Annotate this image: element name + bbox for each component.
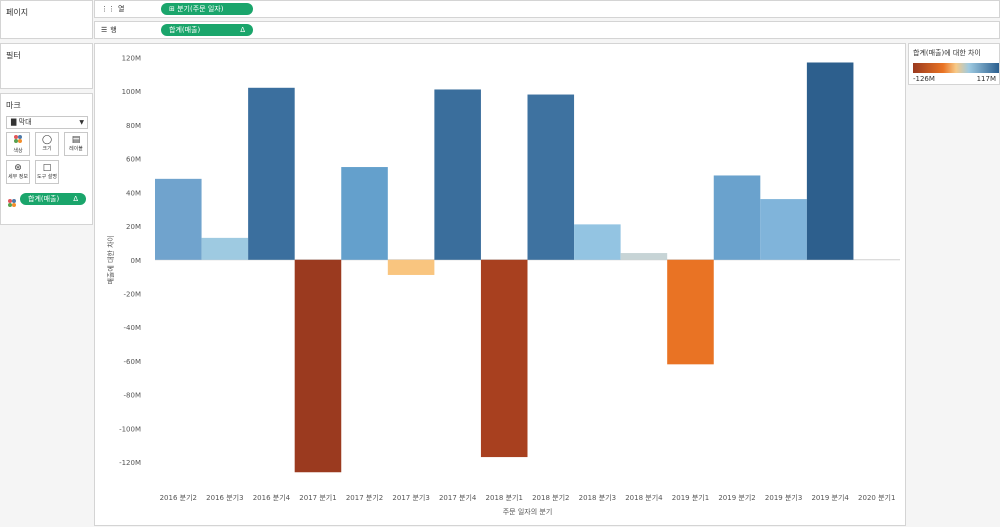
bar bbox=[713, 175, 761, 260]
bar bbox=[294, 259, 342, 473]
y-tick-label: -80M bbox=[124, 392, 141, 400]
bar bbox=[155, 178, 202, 260]
color-legend[interactable]: 합계(매출)에 대한 차이 -126M 117M bbox=[908, 43, 1000, 85]
y-tick-label: -120M bbox=[119, 459, 141, 467]
filters-title: 필터 bbox=[6, 51, 21, 60]
expand-icon: ⊞ bbox=[169, 5, 175, 13]
x-tick-label: 2019 분기4 bbox=[811, 493, 849, 502]
x-tick-label: 2019 분기1 bbox=[672, 493, 709, 502]
color-sales-pill[interactable]: 합계(매출) Δ bbox=[20, 193, 86, 205]
bar bbox=[480, 259, 528, 458]
detail-icon: ⊛ bbox=[14, 163, 22, 173]
marks-card: 마크 ▇ 막대 ▼ 색상 ◯ 크기 ▤ 레이블 ⊛ 세부 정보 □ 도구 설명 … bbox=[0, 93, 93, 225]
size-icon: ◯ bbox=[41, 135, 53, 145]
x-tick-label: 2016 분기2 bbox=[160, 493, 197, 502]
chevron-down-icon: ▼ bbox=[79, 119, 84, 126]
label-button[interactable]: ▤ 레이블 bbox=[64, 132, 88, 156]
rows-shelf-label-group: ☰ 행 bbox=[101, 25, 117, 35]
bar-chart: 120M 100M 80M 60M 40M 20M 0M -20M -40M -60M -80M -1… bbox=[106, 54, 900, 516]
tooltip-icon: □ bbox=[42, 163, 52, 173]
columns-icon: ⋮⋮ bbox=[101, 5, 115, 13]
columns-label: 열 bbox=[118, 5, 125, 13]
mark-type-value: 막대 bbox=[18, 118, 32, 126]
x-tick-label: 2017 분기2 bbox=[346, 493, 383, 502]
bar bbox=[201, 237, 249, 260]
x-tick-label: 2017 분기3 bbox=[392, 493, 429, 502]
y-tick-label: -40M bbox=[124, 324, 141, 332]
columns-shelf[interactable]: ⋮⋮ 열 ⊞ 분기(주문 일자) bbox=[94, 0, 1000, 18]
y-tick-label: 100M bbox=[122, 88, 141, 96]
bar-chart-icon: ▇ bbox=[11, 118, 17, 126]
legend-max: 117M bbox=[976, 75, 996, 83]
tooltip-button[interactable]: □ 도구 설명 bbox=[35, 160, 59, 184]
chart-area: 120M 100M 80M 60M 40M 20M 0M -20M -40M -60M -80M -1… bbox=[94, 43, 906, 526]
y-tick-label: 120M bbox=[122, 54, 141, 62]
color-button-label: 색상 bbox=[13, 148, 23, 154]
bar bbox=[574, 224, 621, 260]
bar bbox=[248, 87, 295, 260]
x-tick-label: 2018 분기3 bbox=[579, 493, 616, 502]
color-button[interactable]: 색상 bbox=[6, 132, 30, 156]
legend-min: -126M bbox=[913, 75, 935, 83]
columns-quarter-pill[interactable]: ⊞ 분기(주문 일자) bbox=[161, 3, 253, 15]
detail-button-label: 세부 정보 bbox=[8, 174, 28, 180]
rows-pill-text: 합계(매출) bbox=[169, 26, 201, 34]
legend-gradient bbox=[913, 63, 999, 73]
columns-shelf-label-group: ⋮⋮ 열 bbox=[101, 4, 124, 14]
label-button-label: 레이블 bbox=[69, 146, 83, 152]
x-tick-label: 2016 분기3 bbox=[206, 493, 243, 502]
x-tick-label: 2016 분기4 bbox=[253, 493, 291, 502]
mark-type-dropdown[interactable]: ▇ 막대 ▼ bbox=[6, 116, 88, 129]
legend-title: 합계(매출)에 대한 차이 bbox=[913, 49, 981, 57]
label-icon: ▤ bbox=[71, 135, 81, 145]
x-tick-label: 2018 분기1 bbox=[486, 493, 523, 502]
color-encoding-icon bbox=[7, 193, 17, 212]
x-tick-label: 2018 분기4 bbox=[625, 493, 663, 502]
size-button[interactable]: ◯ 크기 bbox=[35, 132, 59, 156]
color-pill-delta: Δ bbox=[73, 195, 78, 203]
y-tick-label: 40M bbox=[126, 189, 141, 197]
y-tick-label: -100M bbox=[119, 425, 141, 433]
x-axis-title: 주문 일자의 분기 bbox=[503, 507, 553, 516]
x-tick-label: 2020 분기1 bbox=[858, 493, 895, 502]
size-button-label: 크기 bbox=[42, 146, 52, 152]
bar bbox=[527, 94, 575, 260]
color-pill-text: 합계(매출) bbox=[28, 195, 60, 203]
detail-button[interactable]: ⊛ 세부 정보 bbox=[6, 160, 30, 184]
rows-icon: ☰ bbox=[101, 26, 108, 34]
bar bbox=[434, 89, 481, 260]
y-axis-title: 매출에 대한 차이 bbox=[106, 235, 115, 285]
columns-pill-text: 분기(주문 일자) bbox=[177, 5, 224, 13]
x-tick-label: 2019 분기3 bbox=[765, 493, 802, 502]
rows-label: 행 bbox=[110, 26, 117, 34]
x-tick-label: 2019 분기2 bbox=[718, 493, 755, 502]
x-tick-label: 2018 분기2 bbox=[532, 493, 569, 502]
rows-sales-pill[interactable]: 합계(매출) Δ bbox=[161, 24, 253, 36]
bar bbox=[620, 253, 668, 260]
tooltip-button-label: 도구 설명 bbox=[37, 174, 57, 180]
bar bbox=[341, 167, 388, 260]
pages-card[interactable]: 페이지 bbox=[0, 0, 93, 39]
y-tick-label: 20M bbox=[126, 223, 141, 231]
y-tick-label: -20M bbox=[124, 291, 141, 299]
rows-shelf[interactable]: ☰ 행 합계(매출) Δ bbox=[94, 21, 1000, 39]
rows-pill-delta: Δ bbox=[240, 26, 245, 34]
color-dots-icon bbox=[7, 134, 29, 148]
y-tick-label: 0M bbox=[131, 257, 142, 265]
marks-title: 마크 bbox=[6, 101, 21, 110]
bar bbox=[387, 259, 435, 275]
bar bbox=[667, 259, 714, 365]
x-tick-label: 2017 분기1 bbox=[299, 493, 336, 502]
x-tick-label: 2017 분기4 bbox=[439, 493, 477, 502]
bar bbox=[806, 62, 854, 260]
bar bbox=[760, 199, 807, 260]
y-tick-label: 80M bbox=[126, 122, 141, 130]
y-tick-label: 60M bbox=[126, 156, 141, 164]
y-tick-label: -60M bbox=[124, 358, 141, 366]
filters-card[interactable]: 필터 bbox=[0, 43, 93, 89]
pages-title: 페이지 bbox=[6, 8, 29, 17]
